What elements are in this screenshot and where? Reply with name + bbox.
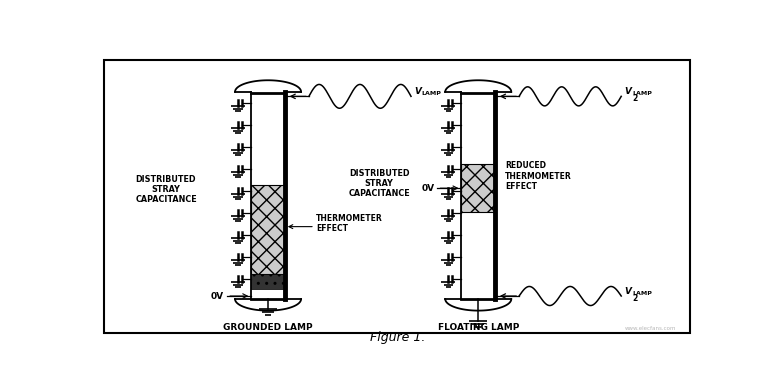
Bar — [251, 185, 285, 274]
Bar — [461, 164, 495, 212]
Text: LAMP: LAMP — [632, 91, 652, 96]
Text: LAMP: LAMP — [632, 291, 652, 296]
Bar — [251, 274, 285, 289]
Text: Figure 1.: Figure 1. — [370, 331, 425, 344]
Text: 2: 2 — [632, 94, 637, 103]
Text: 0V: 0V — [211, 291, 224, 301]
Text: 0V: 0V — [422, 184, 435, 193]
Bar — [251, 92, 285, 299]
Bar — [461, 92, 495, 299]
Text: DISTRIBUTED
STRAY
CAPACITANCE: DISTRIBUTED STRAY CAPACITANCE — [135, 175, 197, 204]
Text: THERMOMETER
EFFECT: THERMOMETER EFFECT — [316, 214, 383, 233]
Text: www.elecfans.com: www.elecfans.com — [625, 325, 677, 330]
Text: DISTRIBUTED
STRAY
CAPACITANCE: DISTRIBUTED STRAY CAPACITANCE — [348, 169, 410, 199]
Text: V: V — [414, 87, 421, 96]
Text: REDUCED
THERMOMETER
EFFECT: REDUCED THERMOMETER EFFECT — [505, 161, 572, 191]
Text: GROUNDED LAMP: GROUNDED LAMP — [223, 323, 313, 332]
Text: 2: 2 — [632, 294, 637, 303]
Text: V: V — [624, 87, 631, 96]
Text: V: V — [624, 287, 631, 296]
Text: FLOATING LAMP: FLOATING LAMP — [438, 323, 519, 332]
Text: LAMP: LAMP — [422, 91, 442, 96]
